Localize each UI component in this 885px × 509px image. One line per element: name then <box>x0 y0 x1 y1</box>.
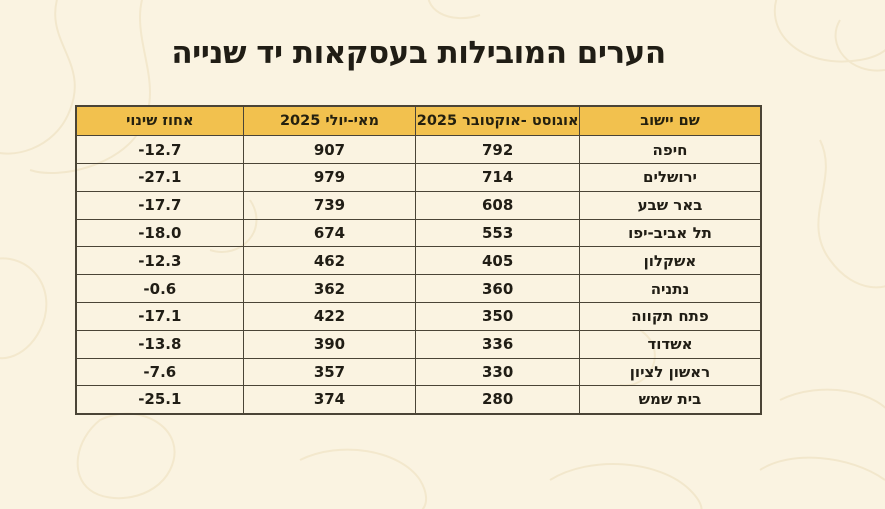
cell-city: בית שמש <box>578 385 762 415</box>
table-row: אשדוד 336 390 -13.8 <box>75 329 762 359</box>
cell-city: חיפה <box>578 135 762 164</box>
column-header-city: שם יישוב <box>578 105 762 137</box>
cell-pct: -12.3 <box>75 246 244 276</box>
cell-may_jul: 739 <box>242 190 417 220</box>
cell-city: באר שבע <box>578 190 762 220</box>
cell-pct: -18.0 <box>75 218 244 248</box>
cell-aug_oct: 336 <box>415 329 580 359</box>
cell-pct: -27.1 <box>75 162 244 192</box>
table-row: פתח תקווה 350 422 -17.1 <box>75 301 762 331</box>
cell-pct: -25.1 <box>75 385 244 415</box>
table-row: חיפה 792 907 -12.7 <box>75 135 762 164</box>
cities-table: שם יישוב אוגוסט -אוקטובר 2025 מאי-יולי 202… <box>75 104 762 415</box>
cell-pct: -13.8 <box>75 329 244 359</box>
column-header-aug_oct: אוגוסט -אוקטובר 2025 <box>415 105 580 137</box>
table-body: חיפה 792 907 -12.7 ירושלים 714 979 -27.1 באר שבע… <box>75 135 762 415</box>
table-header-row: שם יישוב אוגוסט -אוקטובר 2025 מאי-יולי 202… <box>75 105 762 137</box>
cell-aug_oct: 280 <box>415 385 580 415</box>
cell-pct: -0.6 <box>75 274 244 303</box>
cell-pct: -12.7 <box>75 135 244 164</box>
cell-may_jul: 979 <box>242 162 417 192</box>
cell-may_jul: 907 <box>242 135 417 164</box>
cell-aug_oct: 608 <box>415 190 580 220</box>
cell-aug_oct: 553 <box>415 218 580 248</box>
slide-content: הערים המובילות בעסקאות יד שנייה שם יישוב… <box>75 0 762 415</box>
cell-may_jul: 422 <box>242 301 417 331</box>
page-title: הערים המובילות בעסקאות יד שנייה <box>171 35 666 71</box>
cell-city: אשקלון <box>578 246 762 276</box>
cell-may_jul: 462 <box>242 246 417 276</box>
cell-aug_oct: 350 <box>415 301 580 331</box>
cell-may_jul: 362 <box>242 274 417 303</box>
cell-city: ירושלים <box>578 162 762 192</box>
cell-pct: -17.1 <box>75 301 244 331</box>
cell-may_jul: 390 <box>242 329 417 359</box>
cell-aug_oct: 405 <box>415 246 580 276</box>
cell-city: ראשון לציון <box>578 357 762 387</box>
column-header-pct: אחוז שינוי <box>75 105 244 137</box>
cell-city: נתניה <box>578 274 762 303</box>
cell-aug_oct: 360 <box>415 274 580 303</box>
table-row: נתניה 360 362 -0.6 <box>75 274 762 303</box>
cell-may_jul: 357 <box>242 357 417 387</box>
cell-city: תל אביב-יפו <box>578 218 762 248</box>
cell-aug_oct: 792 <box>415 135 580 164</box>
table-row: ראשון לציון 330 357 -7.6 <box>75 357 762 387</box>
cell-may_jul: 374 <box>242 385 417 415</box>
cell-aug_oct: 330 <box>415 357 580 387</box>
table-row: באר שבע 608 739 -17.7 <box>75 190 762 220</box>
table-row: בית שמש 280 374 -25.1 <box>75 385 762 415</box>
cell-may_jul: 674 <box>242 218 417 248</box>
table-row: תל אביב-יפו 553 674 -18.0 <box>75 218 762 248</box>
table-row: אשקלון 405 462 -12.3 <box>75 246 762 276</box>
table-header: שם יישוב אוגוסט -אוקטובר 2025 מאי-יולי 202… <box>75 105 762 137</box>
cell-city: אשדוד <box>578 329 762 359</box>
cell-pct: -17.7 <box>75 190 244 220</box>
cell-aug_oct: 714 <box>415 162 580 192</box>
column-header-may_jul: מאי-יולי 2025 <box>242 105 417 137</box>
cell-pct: -7.6 <box>75 357 244 387</box>
cell-city: פתח תקווה <box>578 301 762 331</box>
table-row: ירושלים 714 979 -27.1 <box>75 162 762 192</box>
